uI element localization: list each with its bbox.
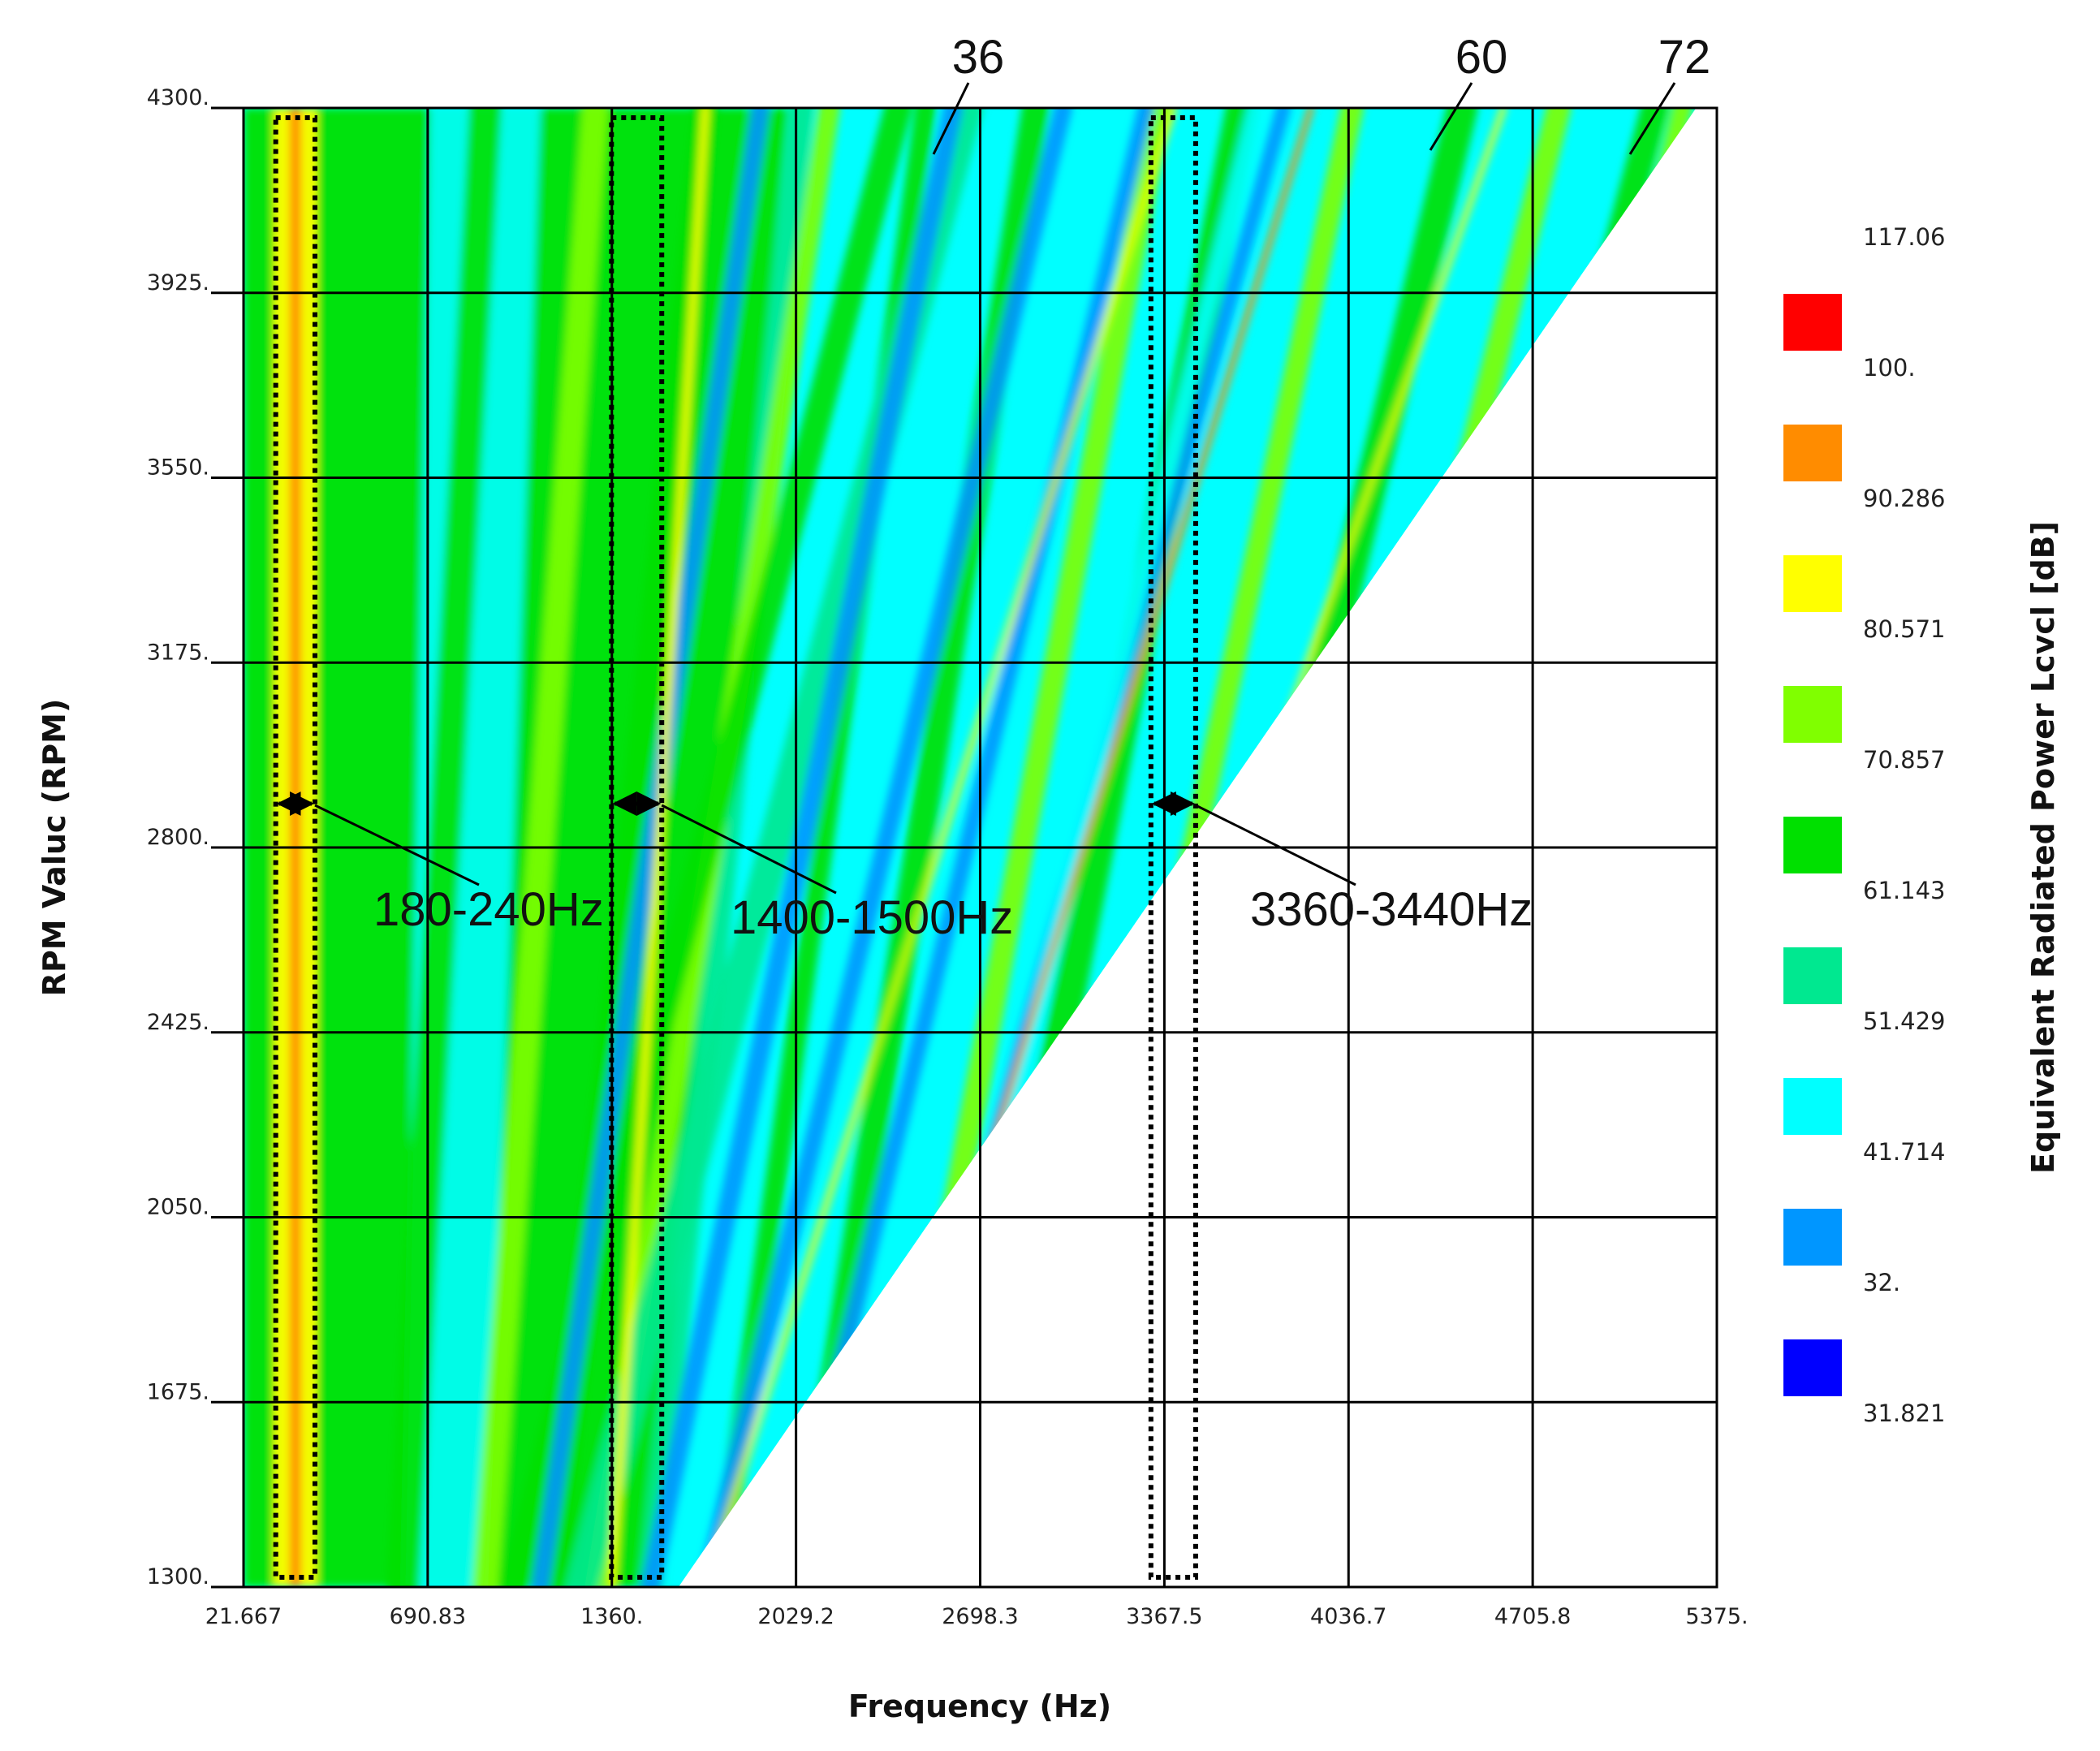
plot-frame xyxy=(242,106,1718,1589)
highlight-band-box xyxy=(1148,115,1198,1580)
band-leader-line xyxy=(1195,804,1356,886)
x-tick-label: 4036.7 xyxy=(1310,1604,1386,1629)
legend-value: 51.429 xyxy=(1863,1007,1945,1035)
x-axis-title: Frequency (Hz) xyxy=(848,1688,1111,1724)
y-tick-label: 2050. xyxy=(147,1195,209,1220)
y-tick-label: 3175. xyxy=(147,640,209,665)
legend-value: 31.821 xyxy=(1863,1400,1945,1427)
x-tick-label: 690.83 xyxy=(390,1604,466,1629)
band-label: 1400-1500Hz xyxy=(731,891,1013,944)
y-tick-labels: 4300. 3925. 3550. 3175. 2800. 2425. 2050. 1675.… xyxy=(147,85,209,1589)
colorbar-legend: 117.06 100. 90.286 80.571 70.857 61.143 51.429… xyxy=(1783,223,1945,1427)
order-labels: 36 60 72 xyxy=(932,31,1711,155)
order-label: 72 xyxy=(1658,31,1711,84)
x-tick-label: 2698.3 xyxy=(942,1604,1018,1629)
legend-swatch xyxy=(1783,817,1842,873)
x-tick-label: 21.667 xyxy=(205,1604,282,1629)
colorbar-title: Equivalent Radiated Power Lcvcl [dB] xyxy=(2025,521,2061,1174)
order-leader-line xyxy=(1628,82,1676,155)
y-axis-title: RPM Valuc (RPM) xyxy=(37,699,72,997)
band-leader-line xyxy=(661,804,837,895)
legend-value: 41.714 xyxy=(1863,1138,1945,1166)
legend-value: 32. xyxy=(1863,1269,1900,1296)
band-label: 180-240Hz xyxy=(373,883,604,936)
legend-value: 117.06 xyxy=(1863,223,1945,251)
y-tick-label: 2800. xyxy=(147,825,209,850)
legend-swatch xyxy=(1783,1078,1842,1135)
legend-value: 100. xyxy=(1863,354,1916,382)
x-tick-label: 5375. xyxy=(1685,1604,1748,1629)
x-tick-label: 1360. xyxy=(580,1604,643,1629)
legend-value: 70.857 xyxy=(1863,746,1945,774)
order-leader-line xyxy=(1429,82,1473,151)
x-tick-label: 2029.2 xyxy=(757,1604,834,1629)
y-tick-label: 1675. xyxy=(147,1379,209,1404)
x-tick-label: 3367.5 xyxy=(1126,1604,1202,1629)
legend-swatch xyxy=(1783,686,1842,743)
y-tick-label: 1300. xyxy=(147,1564,209,1589)
y-tick-label: 3550. xyxy=(147,455,209,481)
x-tick-labels: 21.667 690.83 1360. 2029.2 2698.3 3367.5 4036.… xyxy=(205,1604,1749,1629)
legend-swatch xyxy=(1783,425,1842,481)
highlight-band-box xyxy=(273,115,318,1580)
order-label: 60 xyxy=(1455,31,1508,84)
y-tick-label: 3925. xyxy=(147,270,209,295)
y-tick-label: 4300. xyxy=(147,85,209,110)
band-label: 3360-3440Hz xyxy=(1250,883,1533,936)
legend-value: 80.571 xyxy=(1863,615,1945,643)
legend-swatch xyxy=(1783,1209,1842,1266)
legend-swatch xyxy=(1783,555,1842,612)
order-leader-line xyxy=(932,82,970,155)
x-tick-label: 4705.8 xyxy=(1494,1604,1571,1629)
y-tick-label: 2425. xyxy=(147,1010,209,1035)
legend-value: 90.286 xyxy=(1863,485,1945,512)
highlight-band-box xyxy=(609,115,665,1580)
legend-value: 61.143 xyxy=(1863,877,1945,904)
legend-swatch xyxy=(1783,947,1842,1004)
legend-swatch xyxy=(1783,294,1842,351)
band-leader-line xyxy=(314,804,480,886)
legend-swatch xyxy=(1783,1339,1842,1396)
highlight-bands: 180-240Hz 1400-1500Hz 3360-3440Hz xyxy=(273,115,1533,1580)
order-label: 36 xyxy=(952,31,1005,84)
